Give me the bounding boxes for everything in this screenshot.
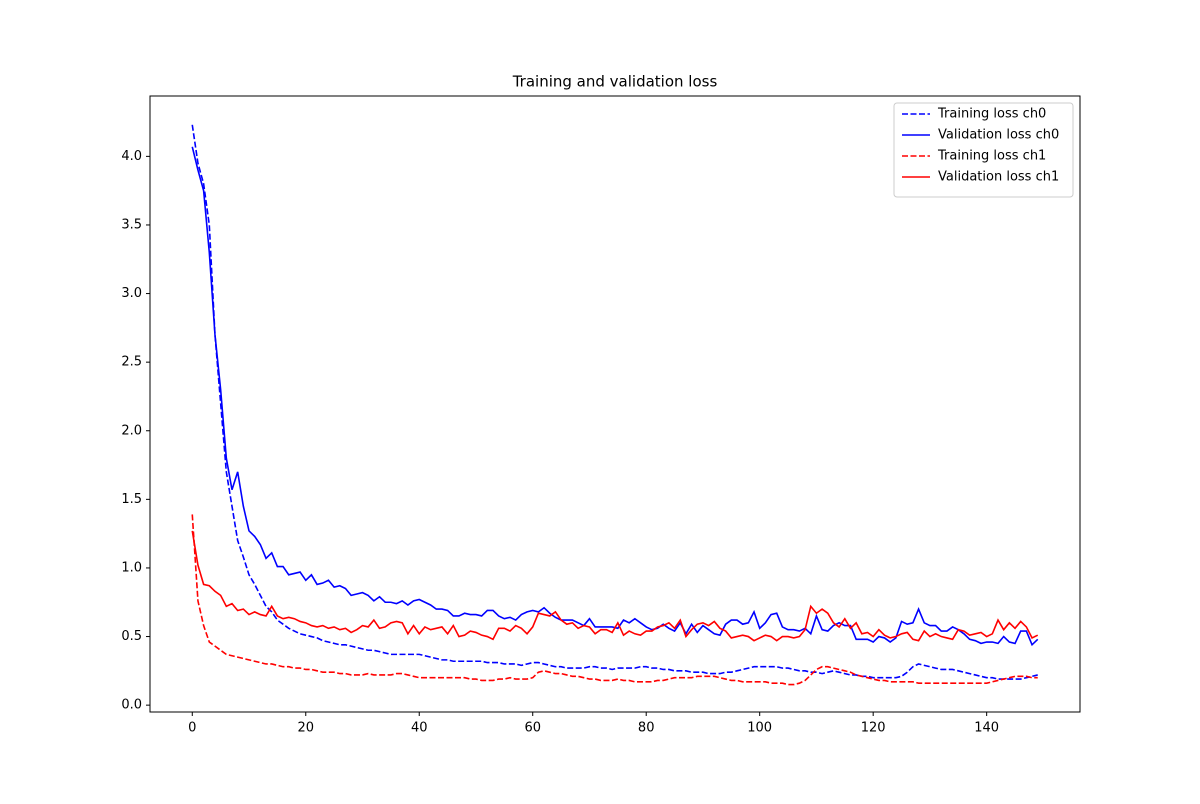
legend-label: Training loss ch0 bbox=[937, 107, 1046, 122]
legend-label: Validation loss ch1 bbox=[938, 170, 1059, 185]
y-tick-label: 3.0 bbox=[121, 286, 142, 301]
legend-label: Training loss ch1 bbox=[937, 149, 1046, 164]
y-tick-label: 1.5 bbox=[121, 492, 142, 507]
y-tick-label: 2.0 bbox=[121, 423, 142, 438]
x-tick-label: 20 bbox=[297, 721, 314, 736]
x-tick-label: 100 bbox=[747, 721, 772, 736]
y-tick-label: 1.0 bbox=[121, 560, 142, 575]
x-tick-label: 0 bbox=[188, 721, 196, 736]
x-tick-label: 80 bbox=[638, 721, 655, 736]
series-line bbox=[191, 514, 1038, 686]
y-tick-label: 3.5 bbox=[121, 217, 142, 232]
chart-title: Training and validation loss bbox=[512, 73, 718, 91]
y-tick-label: 4.0 bbox=[121, 149, 142, 164]
x-tick-label: 140 bbox=[974, 721, 999, 736]
y-tick-label: 2.5 bbox=[121, 355, 142, 370]
y-tick-label: 0.5 bbox=[121, 629, 142, 644]
plot-frame bbox=[149, 95, 1081, 713]
legend-label: Validation loss ch0 bbox=[938, 128, 1059, 143]
x-tick-label: 60 bbox=[524, 721, 541, 736]
series-line bbox=[191, 530, 1039, 642]
legend-box bbox=[893, 102, 1074, 198]
x-tick-label: 40 bbox=[411, 721, 428, 736]
x-tick-label: 120 bbox=[861, 721, 886, 736]
y-tick-label: 0.0 bbox=[121, 698, 142, 713]
series-line bbox=[191, 124, 1038, 680]
